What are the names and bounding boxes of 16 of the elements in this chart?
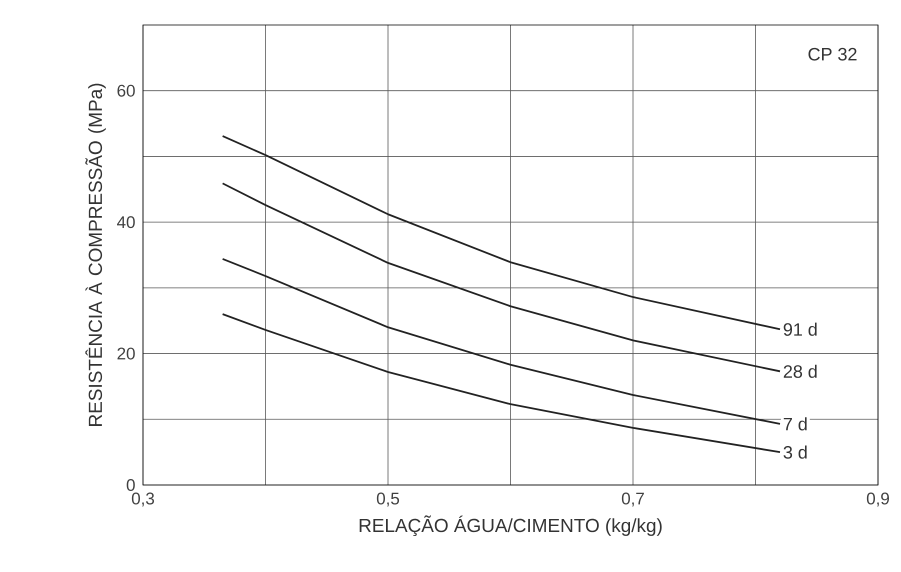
x-axis-title: RELAÇÃO ÁGUA/CIMENTO (kg/kg) bbox=[360, 515, 662, 536]
series-label: 3 d bbox=[784, 446, 807, 459]
y-tick-label: 0 bbox=[126, 479, 135, 491]
series-label: 7 d bbox=[784, 417, 807, 430]
x-tick-label: 0,5 bbox=[376, 492, 400, 507]
x-tick-label: 0,7 bbox=[622, 492, 644, 507]
x-tick-label: 0,9 bbox=[866, 492, 889, 507]
series-label: 28 d bbox=[784, 364, 817, 378]
y-axis-title: RESISTÊNCIA À COMPRESSÃO (MPa) bbox=[85, 84, 106, 426]
line-series bbox=[222, 258, 781, 425]
x-tick-label: 0,3 bbox=[132, 492, 154, 507]
y-tick-label: 60 bbox=[118, 84, 135, 97]
series-label: 91 d bbox=[784, 322, 817, 336]
annotation: CP 32 bbox=[808, 48, 857, 61]
y-tick-label: 20 bbox=[118, 348, 135, 360]
y-tick-label: 40 bbox=[117, 216, 135, 228]
